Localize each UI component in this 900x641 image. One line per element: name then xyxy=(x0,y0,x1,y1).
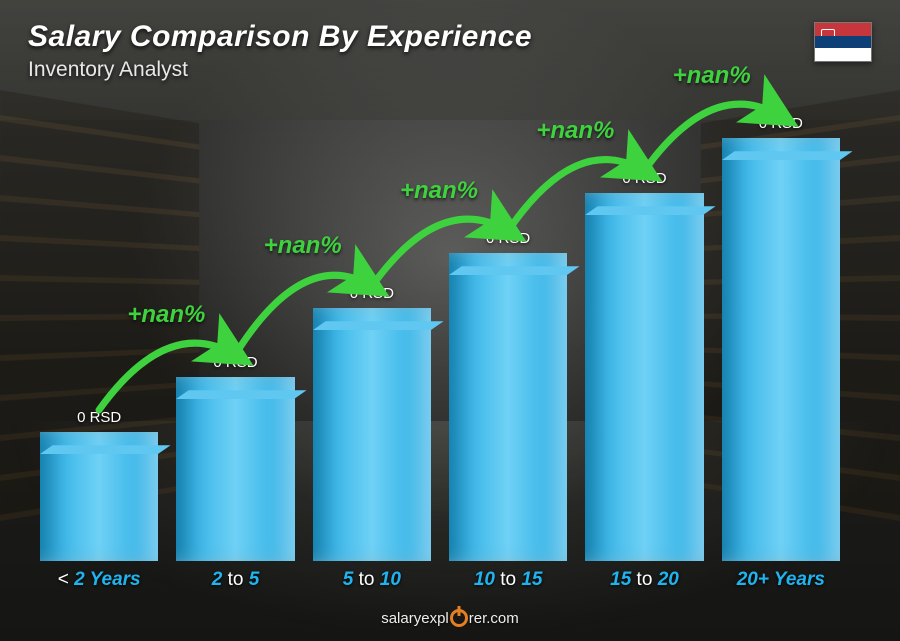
flag-stripe-3 xyxy=(815,48,871,61)
footer-text-2: rer.com xyxy=(469,610,519,627)
chart-title: Salary Comparison By Experience xyxy=(28,20,532,54)
chart-subtitle: Inventory Analyst xyxy=(28,58,532,82)
title-block: Salary Comparison By Experience Inventor… xyxy=(28,20,532,82)
flag-stripe-1 xyxy=(815,23,871,36)
bar-front xyxy=(722,138,840,561)
bar-group: 0 RSD< 2 Years xyxy=(40,409,158,561)
flag-serbia xyxy=(814,22,872,62)
flag-stripe-2 xyxy=(815,36,871,49)
bar xyxy=(40,432,158,561)
logo-icon xyxy=(450,609,468,627)
percent-increase-label: +nan% xyxy=(536,117,614,145)
percent-increase-label: +nan% xyxy=(127,301,205,329)
x-axis-label: 20+ Years xyxy=(698,569,864,591)
bar-top xyxy=(40,445,171,454)
footer-text-1: salaryexpl xyxy=(381,610,449,627)
footer-attribution: salaryexpl rer.com xyxy=(0,609,900,627)
percent-increase-label: +nan% xyxy=(264,232,342,260)
percent-increase-label: +nan% xyxy=(400,177,478,205)
percent-increase-label: +nan% xyxy=(673,62,751,90)
bar-chart: 0 RSD< 2 Years0 RSD2 to 50 RSD5 to 100 R… xyxy=(40,100,840,561)
bar xyxy=(722,138,840,561)
